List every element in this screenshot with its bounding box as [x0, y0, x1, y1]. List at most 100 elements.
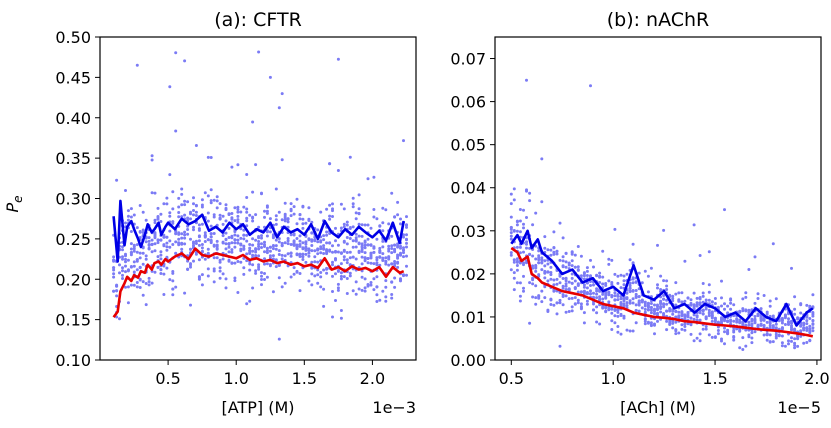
scatter-point	[171, 243, 175, 246]
scatter-point	[248, 213, 252, 217]
scatter-point	[189, 217, 192, 221]
scatter-point	[631, 261, 635, 265]
scatter-point	[363, 277, 367, 281]
scatter-point	[174, 232, 178, 235]
scatter-point	[283, 281, 287, 285]
scatter-point	[558, 221, 562, 225]
scatter-point	[546, 262, 550, 266]
scatter-point	[301, 252, 305, 256]
scatter-point	[695, 301, 699, 305]
scatter-point	[206, 211, 210, 215]
scatter-point	[263, 215, 266, 219]
scatter-point	[518, 230, 522, 234]
scatter-point	[515, 257, 519, 261]
scatter-point	[378, 255, 382, 259]
scatter-point	[692, 317, 696, 321]
scatter-point	[707, 333, 711, 337]
scatter-point	[631, 277, 635, 281]
scatter-point	[741, 307, 745, 311]
scatter-point	[200, 222, 204, 226]
scatter-point	[345, 220, 349, 224]
scatter-point	[135, 63, 139, 67]
scatter-point	[271, 254, 275, 258]
scatter-point	[115, 283, 119, 287]
scatter-point	[723, 326, 726, 330]
scatter-point	[277, 240, 281, 244]
scatter-point	[121, 248, 124, 252]
scatter-point	[322, 247, 326, 251]
scatter-point	[268, 249, 272, 253]
scatter-point	[156, 241, 160, 245]
scatter-point	[774, 297, 778, 301]
scatter-point	[260, 242, 263, 246]
scatter-point	[265, 209, 269, 213]
scatter-point	[292, 239, 296, 243]
scatter-point	[561, 284, 565, 288]
scatter-point	[292, 212, 296, 216]
scatter-point	[607, 262, 611, 266]
scatter-point	[738, 321, 742, 325]
scatter-point	[129, 230, 133, 233]
scatter-point	[336, 286, 340, 290]
scatter-point	[515, 259, 519, 263]
scatter-point	[331, 202, 334, 206]
scatter-point	[345, 277, 349, 280]
scatter-point	[153, 221, 157, 225]
scatter-point	[628, 287, 632, 290]
scatter-point	[649, 311, 653, 315]
scatter-point	[331, 215, 334, 218]
scatter-point	[701, 291, 705, 295]
scatter-point	[640, 281, 644, 285]
scatter-point	[221, 272, 225, 276]
scatter-point	[387, 249, 391, 253]
scatter-point	[802, 328, 806, 332]
scatter-point	[251, 219, 255, 223]
scatter-point	[512, 229, 516, 233]
scatter-point	[224, 247, 228, 251]
scatter-point	[174, 51, 178, 55]
scatter-point	[129, 265, 133, 269]
scatter-point	[274, 265, 278, 269]
scatter-point	[710, 300, 714, 304]
scatter-point	[156, 216, 160, 220]
scatter-point	[390, 262, 394, 266]
scatter-point	[351, 255, 355, 259]
scatter-point	[671, 312, 675, 316]
scatter-point	[174, 129, 178, 133]
scatter-point	[162, 243, 166, 247]
scatter-point	[637, 271, 641, 275]
scatter-point	[585, 269, 589, 273]
scatter-point	[144, 254, 148, 258]
scatter-point	[604, 306, 608, 310]
scatter-point	[177, 237, 181, 241]
scatter-point	[561, 236, 565, 240]
scatter-point	[595, 320, 599, 324]
scatter-point	[245, 219, 249, 223]
scatter-point	[677, 298, 681, 302]
scatter-point	[132, 213, 136, 217]
scatter-point	[310, 244, 314, 247]
scatter-point	[126, 209, 130, 213]
scatter-point	[245, 210, 249, 214]
scatter-point	[141, 228, 145, 232]
scatter-point	[396, 260, 400, 264]
scatter-point	[643, 269, 647, 273]
scatter-point	[534, 296, 538, 300]
scatter-point	[525, 216, 528, 219]
scatter-point	[138, 266, 142, 270]
scatter-point	[129, 215, 133, 219]
scatter-point	[646, 302, 650, 305]
scatter-point	[112, 255, 116, 259]
scatter-point	[183, 203, 187, 207]
scatter-point	[118, 317, 121, 321]
scatter-point	[265, 234, 269, 238]
scatter-point	[515, 229, 519, 233]
scatter-point	[601, 275, 605, 279]
scatter-point	[689, 316, 693, 320]
scatter-point	[720, 296, 723, 300]
x-tick-label: 1.5	[702, 369, 727, 388]
scatter-point	[304, 240, 308, 244]
plot-frame	[99, 36, 417, 361]
scatter-point	[750, 341, 754, 345]
scatter-point	[402, 233, 405, 237]
